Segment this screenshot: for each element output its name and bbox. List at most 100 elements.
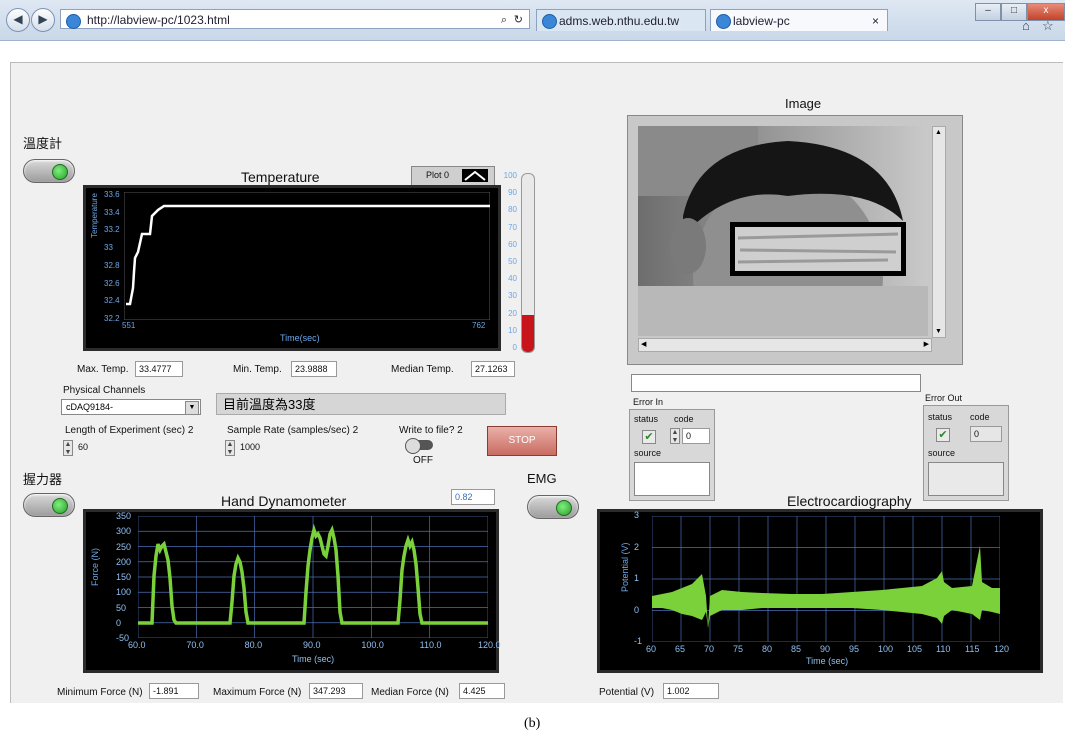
image-vertical-scrollbar[interactable]: ▲ ▼ (932, 126, 946, 338)
force-trace (138, 523, 488, 625)
error-out-label: Error Out (925, 393, 963, 403)
thermo-tick: 100 (503, 171, 517, 180)
x-tick: 75 (733, 644, 744, 654)
scroll-down-icon[interactable]: ▼ (935, 328, 942, 335)
tab-adms[interactable]: adms.web.nthu.edu.tw (536, 9, 706, 31)
x-tick: 85 (791, 644, 802, 654)
thermo-tick: 50 (508, 257, 517, 266)
tab-labview[interactable]: labview-pc × (710, 9, 888, 31)
led-lamp-icon (52, 164, 68, 180)
y-tick: 0 (116, 617, 122, 628)
back-icon[interactable]: ◀ (6, 8, 30, 32)
rate-spinner-icon[interactable]: ▲ ▼ (225, 440, 235, 456)
physical-channels-select[interactable]: cDAQ9184- ▼ (61, 399, 201, 415)
error-in-source-field[interactable] (634, 462, 710, 496)
temperature-chart-title: Temperature (241, 169, 320, 185)
temperature-trace (126, 204, 490, 306)
address-bar[interactable]: http://labview-pc/1023.html ⌕ ↻ (60, 9, 530, 29)
code-spinner-icon[interactable]: ▲ ▼ (670, 428, 680, 444)
median-force-label: Median Force (N) (371, 687, 449, 698)
dynamometer-switch[interactable] (23, 493, 75, 517)
minimize-icon[interactable]: – (975, 3, 1001, 21)
x-tick: 70.0 (186, 640, 204, 650)
x-tick: 70 (704, 644, 715, 654)
image-horizontal-scrollbar[interactable]: ◀ ▶ (638, 338, 932, 352)
temperature-chart: Temperature 551 762 Time(sec) 33.6 33.4 33… (83, 185, 501, 351)
x-tick: 105 (907, 644, 923, 654)
temperature-y-axis-label: Temperature (90, 193, 99, 238)
scroll-left-icon[interactable]: ◀ (641, 341, 647, 348)
stop-button[interactable]: STOP (487, 426, 557, 456)
search-icon[interactable]: ⌕ (500, 14, 507, 26)
x-tick: 115 (965, 644, 980, 654)
code-label: code (970, 412, 990, 422)
y-tick: 350 (116, 511, 132, 521)
y-tick: 32.8 (104, 260, 120, 270)
write-to-file-toggle[interactable] (405, 438, 433, 454)
close-window-icon[interactable]: x (1027, 3, 1065, 21)
length-spinner-icon[interactable]: ▲ ▼ (63, 440, 73, 456)
y-tick: 33.2 (104, 225, 120, 235)
max-force-value: 347.293 (309, 683, 363, 699)
sample-rate-label: Sample Rate (samples/sec) 2 (227, 425, 359, 436)
temperature-x-axis-label: Time(sec) (280, 333, 320, 343)
led-lamp-icon (556, 500, 572, 516)
y-tick: 300 (116, 526, 132, 537)
dynamometer-switch-label: 握力器 (23, 472, 63, 487)
thermo-tick: 80 (508, 205, 517, 215)
x-tick: 95 (849, 644, 860, 654)
led-lamp-icon (52, 498, 68, 514)
potential-trace (652, 546, 1000, 628)
error-in-code-value[interactable]: 0 (682, 428, 710, 444)
error-out-source-field (928, 462, 1004, 496)
thermometer-switch[interactable] (23, 159, 75, 183)
maximize-icon[interactable]: □ (1001, 3, 1027, 21)
y-tick: 33 (104, 243, 113, 253)
close-icon[interactable]: × (871, 14, 879, 28)
figure-caption: (b) (524, 716, 541, 731)
check-icon[interactable]: ✔ (642, 430, 656, 444)
url-text: http://labview-pc/1023.html (87, 13, 230, 27)
electrocardiography-chart: Potential (V) Time (sec) 3 2 1 0 -1 60 65 70 75 8… (597, 509, 1043, 673)
forward-icon[interactable]: ▶ (31, 8, 55, 32)
thermo-tick: 30 (508, 291, 517, 301)
image-path-field[interactable] (631, 374, 921, 392)
home-icon[interactable]: ⌂ (1022, 18, 1030, 33)
length-of-experiment-input[interactable]: 60 (78, 442, 89, 452)
y-tick: 200 (116, 556, 132, 567)
thermo-tick: 20 (508, 308, 517, 318)
median-force-value: 4.425 (459, 683, 505, 699)
thermo-tick: 40 (508, 274, 517, 284)
x-tick: 90 (820, 644, 831, 654)
median-temp-label: Median Temp. (391, 364, 454, 375)
y-tick: 1 (634, 573, 640, 583)
sample-rate-input[interactable]: 1000 (240, 442, 261, 452)
plot-legend[interactable]: Plot 0 (411, 166, 495, 186)
thermometer-scale: 100 90 80 70 60 50 40 30 20 10 0 (501, 171, 519, 353)
x-tick: 90.0 (303, 640, 321, 650)
error-out-code-value: 0 (970, 426, 1002, 442)
emg-switch[interactable] (527, 495, 579, 519)
toggle-knob-icon (405, 438, 421, 454)
channel-value: cDAQ9184- (66, 402, 114, 412)
refresh-icon[interactable]: ↻ (513, 14, 523, 26)
y-tick: -1 (634, 636, 643, 646)
scroll-right-icon[interactable]: ▶ (923, 341, 929, 348)
y-tick: 150 (116, 572, 132, 582)
x-tick: 80 (762, 644, 773, 654)
thermometer-fill (522, 314, 534, 352)
thermo-tick: 60 (508, 239, 517, 249)
thermo-tick: 10 (508, 325, 517, 335)
thermometer-switch-label: 溫度計 (23, 136, 63, 151)
y-tick: 32.6 (104, 278, 120, 288)
window-controls: – □ x (975, 0, 1065, 21)
y-tick: 32.2 (104, 314, 120, 323)
error-in-cluster: status code ✔ ▲ ▼ 0 source (629, 409, 715, 501)
thermo-tick: 90 (508, 188, 517, 198)
star-icon[interactable]: ☆ (1042, 18, 1054, 33)
potential-plot-area (652, 516, 1000, 642)
dropdown-arrow-icon[interactable]: ▼ (185, 401, 199, 415)
scroll-up-icon[interactable]: ▲ (935, 129, 942, 136)
min-temp-value: 23.9888 (291, 361, 337, 377)
x-tick: 65 (675, 644, 686, 654)
